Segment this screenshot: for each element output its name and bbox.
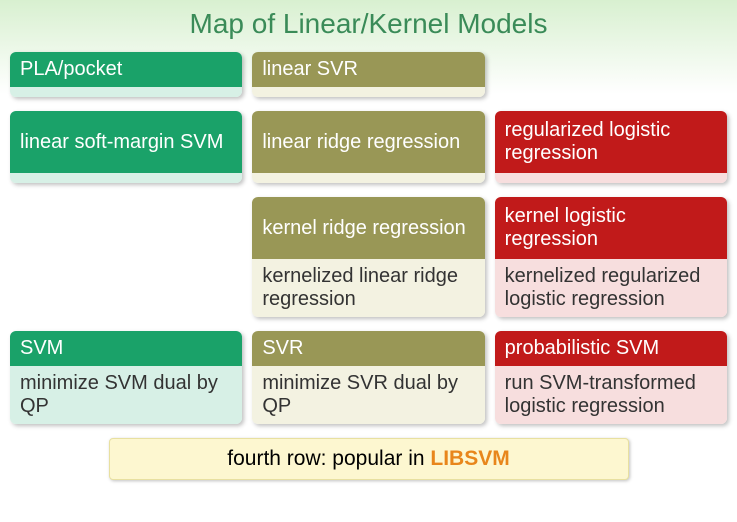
card-header: SVR — [252, 331, 484, 366]
card-body: minimize SVM dual by QP — [10, 366, 242, 424]
model-card: SVRminimize SVR dual by QP — [252, 331, 484, 424]
footer-prefix: fourth row: popular in — [227, 447, 430, 470]
model-card: linear soft-margin SVM — [10, 111, 242, 183]
card-body: minimize SVR dual by QP — [252, 366, 484, 424]
card-body — [495, 173, 727, 183]
model-card: linear SVR — [252, 52, 484, 97]
card-body — [252, 87, 484, 97]
card-header: probabilistic SVM — [495, 331, 727, 366]
model-card: PLA/pocket — [10, 52, 242, 97]
card-header: PLA/pocket — [10, 52, 242, 87]
footer-lib: LIBSVM — [430, 447, 509, 470]
card-header: kernel ridge regression — [252, 197, 484, 259]
page-title: Map of Linear/Kernel Models — [0, 0, 737, 52]
card-body — [252, 173, 484, 183]
card-header: kernel logistic regression — [495, 197, 727, 259]
model-card: linear ridge regression — [252, 111, 484, 183]
model-card: kernel ridge regressionkernelized linear… — [252, 197, 484, 317]
model-card: kernel logistic regressionkernelized reg… — [495, 197, 727, 317]
card-body: kernelized regularized logistic regressi… — [495, 259, 727, 317]
model-card: probabilistic SVMrun SVM-transformed log… — [495, 331, 727, 424]
card-header: regularized logistic regression — [495, 111, 727, 173]
model-card: regularized logistic regression — [495, 111, 727, 183]
card-header: SVM — [10, 331, 242, 366]
card-body: kernelized linear ridge regression — [252, 259, 484, 317]
card-body — [10, 173, 242, 183]
card-header: linear soft-margin SVM — [10, 111, 242, 173]
card-body — [10, 87, 242, 97]
card-header: linear ridge regression — [252, 111, 484, 173]
footer-note: fourth row: popular in LIBSVM — [109, 438, 629, 480]
model-grid: PLA/pocket linear SVR linear soft-margin S… — [0, 52, 737, 424]
card-body: run SVM-transformed logistic regression — [495, 366, 727, 424]
card-header: linear SVR — [252, 52, 484, 87]
model-card: SVMminimize SVM dual by QP — [10, 331, 242, 424]
